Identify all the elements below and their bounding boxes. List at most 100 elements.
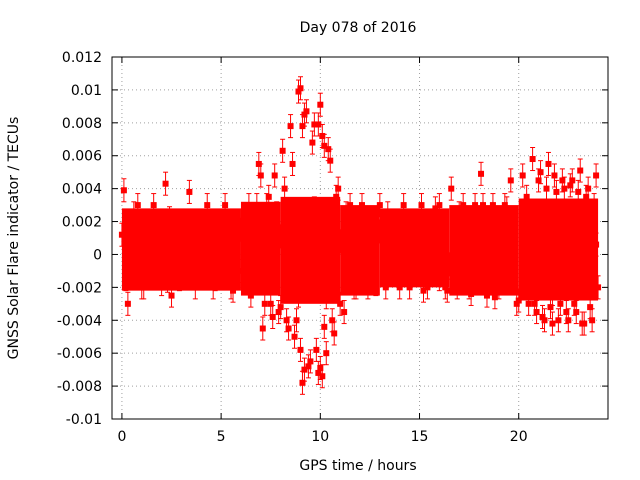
data-point (148, 226, 155, 233)
data-point (174, 218, 181, 225)
data-point (222, 202, 229, 209)
data-point (247, 292, 254, 299)
data-point (118, 231, 125, 238)
data-point (210, 284, 217, 291)
data-point (162, 180, 169, 187)
data-point (432, 205, 439, 212)
y-tick-label: -0.008 (57, 379, 102, 395)
data-point (317, 364, 324, 371)
data-point (565, 317, 572, 324)
data-point (577, 167, 584, 174)
data-point (535, 177, 542, 184)
data-point (327, 271, 334, 278)
data-point (543, 185, 550, 192)
data-point (277, 233, 284, 240)
data-point (587, 304, 594, 311)
data-point (212, 276, 219, 283)
y-tick-label: 0.008 (62, 116, 102, 132)
y-tick-label: -0.006 (57, 346, 102, 362)
data-point (454, 284, 461, 291)
data-point (285, 325, 292, 332)
data-point (341, 309, 348, 316)
data-point (553, 188, 560, 195)
data-point (501, 202, 508, 209)
data-point (128, 218, 135, 225)
data-point (400, 202, 407, 209)
data-point (176, 276, 183, 283)
data-point (561, 185, 568, 192)
data-point (136, 259, 143, 266)
data-point (591, 202, 598, 209)
data-point (293, 317, 300, 324)
data-point (347, 202, 354, 209)
data-point (301, 111, 308, 118)
data-point (269, 313, 276, 320)
data-point (321, 323, 328, 330)
data-point (132, 221, 139, 228)
data-point (315, 369, 322, 376)
data-point (257, 236, 264, 243)
data-point (122, 276, 129, 283)
data-point (579, 320, 586, 327)
data-point (297, 346, 304, 353)
data-point (313, 346, 320, 353)
data-point (297, 85, 304, 92)
data-point (593, 172, 600, 179)
data-point (263, 202, 270, 209)
data-point (412, 218, 419, 225)
x-tick-label: 20 (510, 429, 528, 445)
data-point (224, 241, 231, 248)
data-point (575, 188, 582, 195)
data-point (126, 243, 133, 250)
data-point (525, 300, 532, 307)
y-tick-label: 0.002 (62, 215, 102, 231)
data-point (478, 170, 485, 177)
data-point (495, 284, 502, 291)
data-point (420, 287, 427, 294)
data-point (267, 271, 274, 278)
y-tick-label: -0.004 (57, 313, 102, 329)
data-point (237, 226, 244, 233)
y-tick-label: 0 (93, 247, 102, 263)
data-point (571, 300, 578, 307)
data-point (261, 300, 268, 307)
data-point (299, 123, 306, 130)
data-point (507, 238, 514, 245)
data-point (311, 205, 318, 212)
data-point (156, 267, 163, 274)
plot-frame (111, 56, 609, 420)
data-point (573, 208, 580, 215)
data-point (120, 187, 127, 194)
data-point (444, 287, 451, 294)
data-point (184, 218, 191, 225)
data-point (287, 276, 294, 283)
y-tick-label: 0.004 (62, 182, 102, 198)
data-point (323, 294, 330, 301)
data-point (317, 225, 324, 232)
data-point (301, 366, 308, 373)
data-point (251, 218, 258, 225)
data-point (351, 284, 358, 291)
data-point (535, 231, 542, 238)
data-point (583, 193, 590, 200)
data-point (491, 294, 498, 301)
data-point (376, 228, 383, 235)
data-point (295, 292, 302, 299)
data-point (144, 235, 151, 241)
data-point (146, 238, 153, 245)
data-point (319, 132, 326, 139)
data-point (158, 281, 165, 288)
data-point (283, 317, 290, 324)
data-point (376, 202, 383, 209)
data-point (124, 300, 131, 307)
data-point (166, 215, 173, 222)
data-point (563, 309, 570, 316)
data-point (214, 226, 221, 233)
data-point (384, 210, 391, 217)
y-tick-label: 0.006 (62, 149, 102, 165)
data-point (539, 313, 546, 320)
data-point (523, 193, 530, 200)
data-point (299, 379, 306, 386)
data-point (188, 239, 195, 246)
data-point (271, 172, 278, 179)
